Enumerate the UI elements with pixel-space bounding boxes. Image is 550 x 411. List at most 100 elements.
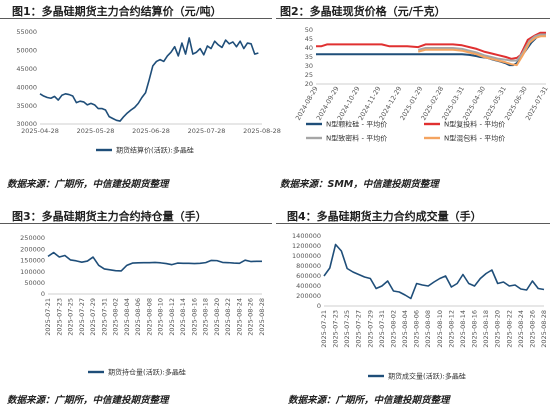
fig4-ytick-label: 600000 bbox=[296, 272, 321, 280]
fig4-ytick-label: 200000 bbox=[296, 292, 321, 300]
fig4-xtick-label: 2025-08-14 bbox=[459, 310, 467, 348]
fig1-ytick-label: 40000 bbox=[16, 83, 37, 91]
fig4-xtick-label: 2025-08-08 bbox=[424, 310, 432, 348]
fig3-xtick-label: 2025-07-27 bbox=[78, 298, 86, 336]
fig1-ytick-label: 30000 bbox=[16, 120, 37, 128]
fig4-title-rule bbox=[276, 223, 550, 224]
fig3-ytick-label: 150000 bbox=[20, 257, 45, 265]
fig3-xtick-label: 2025-08-16 bbox=[190, 298, 198, 336]
fig1-ytick-label: 35000 bbox=[16, 102, 37, 110]
fig4-xtick-label: 2025-08-22 bbox=[505, 310, 513, 348]
fig4-xtick-label: 2025-08-16 bbox=[471, 310, 479, 348]
fig3-xtick-label: 2025-08-08 bbox=[145, 298, 153, 336]
fig3-ytick-label: 50000 bbox=[24, 279, 45, 287]
fig3-xtick-label: 2025-07-25 bbox=[67, 298, 75, 336]
fig3-ytick-label: 0 bbox=[41, 290, 45, 298]
fig2-legend-label-2: N型致密料 - 平均价 bbox=[326, 134, 387, 143]
fig3-ytick-label: 100000 bbox=[20, 268, 45, 276]
fig1-ytick-label: 50000 bbox=[16, 47, 37, 55]
fig4-xtick-label: 2025-08-04 bbox=[401, 310, 409, 348]
fig2-legend-label-0: N型颗粒硅 - 平均价 bbox=[326, 120, 387, 129]
fig4-ytick-label: 0 bbox=[317, 302, 321, 310]
fig3-xtick-label: 2025-08-26 bbox=[247, 298, 255, 336]
fig2-legend-label-3: N型混包料 - 平均价 bbox=[444, 134, 505, 143]
fig4-xtick-label: 2025-08-12 bbox=[447, 310, 455, 348]
fig4-ytick-label: 800000 bbox=[296, 262, 321, 270]
fig3-xtick-label: 2025-07-23 bbox=[55, 298, 63, 336]
fig4-xtick-label: 2025-08-10 bbox=[436, 310, 444, 348]
fig2-chart: 504540353025202024-08-292024-09-292024-1… bbox=[294, 26, 550, 143]
fig3-series-line-0 bbox=[47, 251, 262, 272]
fig4-xtick-label: 2025-07-29 bbox=[366, 310, 374, 348]
fig4-xtick-label: 2025-07-27 bbox=[355, 310, 363, 348]
fig3-xtick-label: 2025-08-28 bbox=[258, 298, 266, 336]
fig4-xtick-label: 2025-08-06 bbox=[413, 310, 421, 348]
fig4-source: 数据来源：广期所，中信建投期货整理 bbox=[288, 395, 450, 406]
fig1-xtick-label: 2025-04-28 bbox=[21, 127, 59, 135]
fig2-ytick-label: 25 bbox=[305, 71, 313, 79]
fig3-title: 图3：多晶硅期货主力合约持仓量（手） bbox=[12, 210, 207, 223]
fig1-ytick-label: 55000 bbox=[16, 28, 37, 36]
fig3-xtick-label: 2025-08-22 bbox=[224, 298, 232, 336]
fig4-ytick-label: 1000000 bbox=[292, 252, 321, 260]
fig2-series-line-3 bbox=[417, 35, 546, 67]
fig1-source: 数据来源：广期所，中信建投期货整理 bbox=[7, 179, 169, 190]
fig3-xtick-label: 2025-08-18 bbox=[202, 298, 210, 336]
fig3-legend-label-0: 期货持仓量(活跃):多晶硅 bbox=[108, 368, 186, 377]
fig1-series-line-0 bbox=[39, 37, 259, 122]
fig4-chart: 1400000 1200000 1000000 800000 600000 400000 2… bbox=[292, 232, 548, 381]
fig1-ytick-label: 45000 bbox=[16, 65, 37, 73]
fig2-ytick-label: 50 bbox=[305, 26, 313, 34]
fig2-series-line-2 bbox=[417, 33, 546, 62]
fig4-ytick-label: 1200000 bbox=[292, 242, 321, 250]
fig2-ytick-label: 45 bbox=[305, 35, 313, 43]
fig4-xtick-label: 2025-07-23 bbox=[332, 310, 340, 348]
fig4-xtick-label: 2025-07-25 bbox=[343, 310, 351, 348]
fig3-xtick-label: 2025-08-12 bbox=[168, 298, 176, 336]
fig3-xtick-label: 2025-07-29 bbox=[89, 298, 97, 336]
fig2-title: 图2：多晶硅现货价格（元/千克） bbox=[280, 5, 446, 18]
fig3-source: 数据来源：广期所，中信建投期货整理 bbox=[7, 395, 169, 406]
fig3-xtick-label: 2025-08-24 bbox=[235, 298, 243, 336]
fig4-xtick-label: 2025-08-24 bbox=[517, 310, 525, 348]
fig1-xtick-label: 2025-06-28 bbox=[132, 127, 170, 135]
fig4-xtick-label: 2025-07-21 bbox=[320, 310, 328, 348]
fig3-xtick-label: 2025-07-31 bbox=[100, 298, 108, 336]
fig4-xtick-label: 2025-08-20 bbox=[494, 310, 502, 348]
fig3-xtick-label: 2025-08-04 bbox=[123, 298, 131, 336]
fig4-xtick-label: 2025-08-28 bbox=[540, 310, 548, 348]
fig3-xtick-label: 2025-08-10 bbox=[157, 298, 165, 336]
fig1-xtick-label: 2025-05-28 bbox=[77, 127, 115, 135]
fig4-xtick-label: 2025-08-18 bbox=[482, 310, 490, 348]
fig2-ytick-label: 40 bbox=[305, 44, 313, 52]
fig3-ytick-label: 200000 bbox=[20, 245, 45, 253]
fig3-xtick-label: 2025-07-21 bbox=[44, 298, 52, 336]
fig4-title: 图4：多晶硅期货主力合约成交量（手） bbox=[287, 210, 482, 223]
fig4-xtick-label: 2025-08-02 bbox=[389, 310, 397, 348]
fig4-legend-label-0: 期货成交量(活跃):多晶硅 bbox=[388, 372, 466, 381]
fig2-ytick-label: 35 bbox=[305, 53, 313, 61]
fig2-source: 数据来源：SMM，中信建投期货整理 bbox=[280, 179, 439, 190]
fig4-xtick-label: 2025-07-31 bbox=[378, 310, 386, 348]
fig3-xtick-label: 2025-08-14 bbox=[179, 298, 187, 336]
fig1-legend-label-0: 期货结算价(活跃):多晶硅 bbox=[116, 146, 194, 155]
fig1-title: 图1：多晶硅期货主力合约结算价（元/吨） bbox=[12, 5, 222, 18]
fig1-title-rule bbox=[0, 18, 272, 19]
fig4-xtick-label: 2025-08-26 bbox=[528, 310, 536, 348]
fig1-xtick-label: 2025-07-28 bbox=[188, 127, 226, 135]
fig2-ytick-label: 20 bbox=[305, 80, 313, 88]
fig3-ytick-label: 250000 bbox=[20, 234, 45, 242]
fig3-title-rule bbox=[0, 223, 272, 224]
fig3-xtick-label: 2025-08-20 bbox=[213, 298, 221, 336]
fig4-ytick-label: 1400000 bbox=[292, 232, 321, 240]
fig3-xtick-label: 2025-08-06 bbox=[134, 298, 142, 336]
fig2-ytick-label: 30 bbox=[305, 62, 313, 70]
fig2-legend-label-1: N型复投料 - 平均价 bbox=[444, 120, 505, 129]
fig1-chart: 55000 50000 45000 40000 35000 300002025-04-28… bbox=[16, 28, 281, 155]
fig3-chart: 250000 200000 150000 100000 50000 02025-07-21… bbox=[20, 234, 266, 377]
fig4-ytick-label: 400000 bbox=[296, 282, 321, 290]
fig2-title-rule bbox=[276, 18, 550, 19]
fig4-series-line-0 bbox=[323, 243, 545, 300]
fig1-xtick-label: 2025-08-28 bbox=[243, 127, 281, 135]
fig3-xtick-label: 2025-08-02 bbox=[112, 298, 120, 336]
